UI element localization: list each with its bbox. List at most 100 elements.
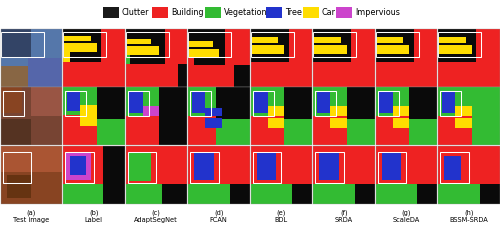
- Text: (b)
Label: (b) Label: [85, 209, 103, 223]
- Bar: [438, 146, 500, 204]
- Bar: [303, 7, 319, 18]
- Bar: [313, 146, 374, 204]
- Bar: [188, 32, 231, 57]
- Text: (a)
Test image: (a) Test image: [13, 209, 50, 223]
- Bar: [313, 153, 316, 184]
- Bar: [126, 116, 160, 146]
- Text: (c)
AdaptSegNet: (c) AdaptSegNet: [134, 209, 178, 223]
- Bar: [438, 37, 466, 43]
- Bar: [313, 45, 347, 54]
- Bar: [126, 146, 162, 184]
- Bar: [253, 152, 281, 183]
- Bar: [376, 37, 403, 43]
- Bar: [97, 119, 124, 146]
- Bar: [66, 152, 94, 183]
- Bar: [254, 92, 268, 114]
- Bar: [70, 156, 86, 175]
- Bar: [63, 29, 124, 87]
- Bar: [188, 41, 212, 47]
- Bar: [190, 91, 212, 116]
- Bar: [128, 153, 152, 181]
- Bar: [376, 45, 410, 54]
- Bar: [250, 87, 312, 146]
- Bar: [188, 146, 250, 204]
- Bar: [0, 87, 62, 146]
- Bar: [313, 37, 340, 43]
- Bar: [376, 29, 437, 87]
- Bar: [480, 146, 500, 204]
- Bar: [63, 146, 124, 204]
- Bar: [268, 106, 284, 116]
- Bar: [379, 92, 392, 114]
- Bar: [438, 146, 480, 184]
- Bar: [63, 87, 124, 146]
- Bar: [0, 87, 62, 146]
- Bar: [126, 39, 152, 44]
- Bar: [438, 87, 472, 116]
- Text: (d)
FCAN: (d) FCAN: [210, 209, 228, 223]
- Bar: [250, 146, 292, 184]
- Bar: [414, 29, 437, 62]
- Bar: [351, 29, 374, 62]
- Bar: [28, 58, 62, 87]
- Bar: [216, 119, 250, 146]
- Bar: [0, 32, 44, 57]
- Bar: [438, 29, 500, 87]
- Bar: [63, 87, 97, 115]
- Bar: [455, 106, 472, 116]
- Bar: [442, 92, 455, 114]
- Bar: [266, 7, 282, 18]
- Text: (h)
BSSM-SRDA: (h) BSSM-SRDA: [450, 209, 488, 223]
- Bar: [250, 146, 312, 204]
- Bar: [66, 152, 90, 180]
- Bar: [319, 153, 339, 180]
- Bar: [126, 146, 187, 204]
- Bar: [0, 29, 31, 58]
- Bar: [0, 29, 62, 87]
- Bar: [355, 146, 374, 204]
- Bar: [313, 146, 374, 204]
- Bar: [250, 146, 312, 204]
- Bar: [288, 29, 312, 62]
- Bar: [0, 146, 62, 204]
- Text: Vegetation: Vegetation: [224, 8, 268, 17]
- Bar: [376, 32, 418, 57]
- Bar: [256, 153, 276, 180]
- Bar: [250, 87, 312, 146]
- Bar: [63, 43, 97, 52]
- Bar: [63, 32, 106, 57]
- Bar: [162, 146, 187, 184]
- Bar: [103, 146, 124, 204]
- Bar: [188, 58, 194, 65]
- Bar: [101, 29, 124, 62]
- Bar: [3, 152, 31, 183]
- Bar: [126, 55, 130, 64]
- Text: (f)
SRDA: (f) SRDA: [334, 209, 353, 223]
- Bar: [230, 146, 250, 204]
- Bar: [188, 29, 250, 87]
- Bar: [205, 108, 222, 116]
- Bar: [250, 29, 312, 87]
- Bar: [250, 62, 312, 87]
- Bar: [63, 87, 97, 146]
- Bar: [0, 87, 22, 114]
- Bar: [126, 29, 187, 87]
- Bar: [480, 146, 500, 184]
- Text: Car: Car: [322, 8, 336, 17]
- Bar: [63, 52, 70, 62]
- Bar: [250, 87, 284, 116]
- Bar: [225, 29, 250, 65]
- Bar: [410, 87, 437, 119]
- Bar: [376, 146, 437, 204]
- Bar: [126, 87, 187, 146]
- Bar: [6, 175, 31, 198]
- Bar: [284, 119, 312, 146]
- Bar: [0, 67, 28, 87]
- Bar: [103, 7, 119, 18]
- Bar: [126, 87, 160, 116]
- Bar: [63, 62, 124, 87]
- Bar: [0, 146, 62, 172]
- Bar: [336, 7, 352, 18]
- Bar: [0, 119, 31, 146]
- Bar: [126, 32, 168, 57]
